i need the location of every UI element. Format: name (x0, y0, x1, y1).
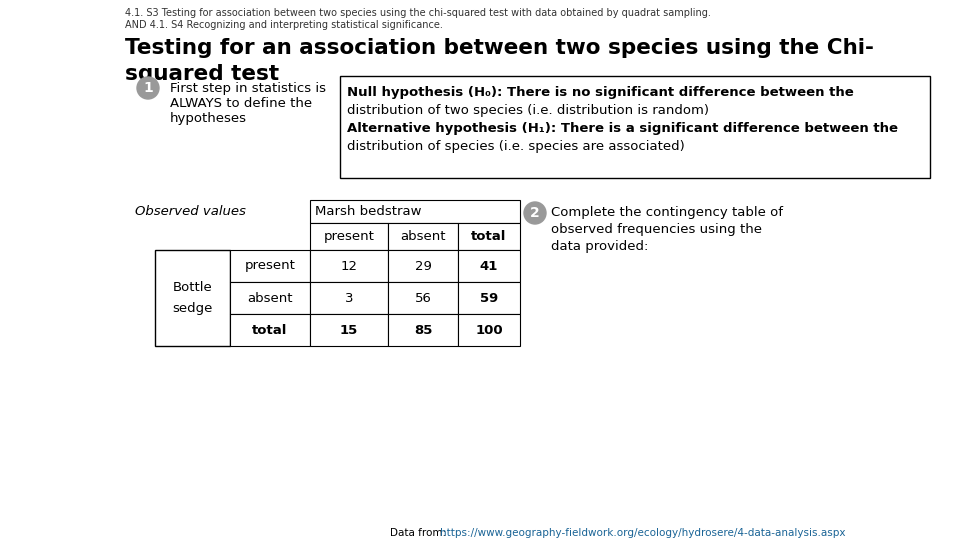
Text: total: total (471, 230, 507, 243)
Text: Null hypothesis (H₀): There is no significant difference between the: Null hypothesis (H₀): There is no signif… (347, 86, 853, 99)
Bar (310, 223, 388, 250)
Text: data provided:: data provided: (551, 240, 648, 253)
Text: ALWAYS to define the: ALWAYS to define the (170, 97, 312, 110)
Text: https://www.geography-fieldwork.org/ecology/hydrosere/4-data-analysis.aspx: https://www.geography-fieldwork.org/ecol… (440, 528, 846, 538)
Text: total: total (252, 323, 288, 336)
Bar (388, 223, 458, 250)
Text: 1: 1 (143, 81, 153, 95)
Text: present: present (324, 230, 374, 243)
Text: 3: 3 (345, 292, 353, 305)
Text: 59: 59 (480, 292, 498, 305)
Text: 4.1. S3 Testing for association between two species using the chi-squared test w: 4.1. S3 Testing for association between … (125, 8, 710, 18)
Bar (230, 314, 310, 346)
Text: Marsh bedstraw: Marsh bedstraw (315, 205, 421, 218)
Bar (310, 314, 388, 346)
Bar (458, 250, 520, 282)
Text: absent: absent (248, 292, 293, 305)
Text: 29: 29 (415, 260, 431, 273)
Text: 12: 12 (341, 260, 357, 273)
Bar (310, 250, 388, 282)
Bar (310, 200, 520, 223)
Text: 2: 2 (530, 206, 540, 220)
Bar (340, 76, 930, 178)
Text: 41: 41 (480, 260, 498, 273)
Text: 15: 15 (340, 323, 358, 336)
Text: present: present (245, 260, 296, 273)
Text: 56: 56 (415, 292, 431, 305)
Text: Testing for an association between two species using the Chi-: Testing for an association between two s… (125, 38, 874, 58)
Circle shape (137, 77, 159, 99)
Text: First step in statistics is: First step in statistics is (170, 82, 326, 95)
Bar (310, 282, 388, 314)
Text: Observed values: Observed values (135, 205, 246, 218)
Bar (458, 223, 520, 250)
Text: Data from:: Data from: (390, 528, 446, 538)
Text: Bottle
sedge: Bottle sedge (172, 281, 213, 315)
Bar (155, 250, 230, 346)
Text: 100: 100 (475, 323, 503, 336)
Bar (388, 282, 458, 314)
Circle shape (524, 202, 546, 224)
Text: hypotheses: hypotheses (170, 112, 247, 125)
Bar (458, 282, 520, 314)
Text: Alternative hypothesis (H₁): There is a significant difference between the: Alternative hypothesis (H₁): There is a … (347, 122, 898, 135)
Text: 85: 85 (414, 323, 432, 336)
Text: observed frequencies using the: observed frequencies using the (551, 223, 762, 236)
Text: AND 4.1. S4 Recognizing and interpreting statistical significance.: AND 4.1. S4 Recognizing and interpreting… (125, 20, 443, 30)
Text: squared test: squared test (125, 64, 279, 84)
Bar (230, 282, 310, 314)
Text: distribution of species (i.e. species are associated): distribution of species (i.e. species ar… (347, 140, 684, 153)
Bar (458, 314, 520, 346)
Bar (230, 250, 310, 282)
Text: distribution of two species (i.e. distribution is random): distribution of two species (i.e. distri… (347, 104, 709, 117)
Text: Complete the contingency table of: Complete the contingency table of (551, 206, 783, 219)
Text: absent: absent (400, 230, 445, 243)
Bar (388, 250, 458, 282)
Bar (388, 314, 458, 346)
